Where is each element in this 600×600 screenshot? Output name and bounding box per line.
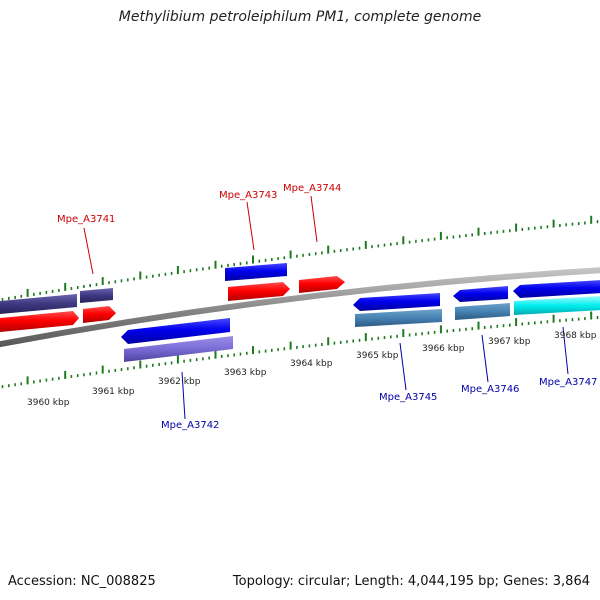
- scale-label: 3960 kbp: [27, 398, 70, 408]
- scale-label: 3968 kbp: [554, 331, 597, 341]
- gene-feature[interactable]: [514, 296, 600, 315]
- reverse-scale-ticks: [1, 311, 599, 389]
- forward-scale-ticks: [1, 215, 599, 301]
- gene-feature[interactable]: [0, 311, 79, 332]
- genome-summary-text: Topology: circular; Length: 4,044,195 bp…: [232, 574, 590, 589]
- gene-label-reverse[interactable]: Mpe_A3746: [461, 384, 519, 395]
- gene-label-forward[interactable]: Mpe_A3743: [219, 190, 277, 201]
- gene-feature[interactable]: [353, 293, 440, 311]
- scale-label: 3962 kbp: [158, 377, 201, 387]
- gene-feature[interactable]: [355, 309, 442, 327]
- gene-label-reverse[interactable]: Mpe_A3742: [161, 420, 219, 431]
- scale-label: 3966 kbp: [422, 344, 465, 354]
- gene-feature[interactable]: [80, 288, 113, 303]
- scale-label: 3961 kbp: [92, 387, 135, 397]
- gene-feature[interactable]: [121, 318, 230, 344]
- gene-label-forward[interactable]: Mpe_A3744: [283, 183, 341, 194]
- gene-feature[interactable]: [299, 276, 345, 293]
- accession-text: Accession: NC_008825: [8, 574, 156, 589]
- scale-label: 3963 kbp: [224, 368, 267, 378]
- gene-feature[interactable]: [453, 286, 508, 302]
- gene-feature[interactable]: [124, 336, 233, 362]
- gene-feature[interactable]: [0, 294, 77, 314]
- scale-label: 3965 kbp: [356, 351, 399, 361]
- gene-label-forward[interactable]: Mpe_A3741: [57, 214, 115, 225]
- scale-label: 3967 kbp: [488, 337, 531, 347]
- scale-label: 3964 kbp: [290, 359, 333, 369]
- gene-feature[interactable]: [225, 263, 287, 281]
- gene-feature[interactable]: [228, 282, 290, 301]
- gene-feature[interactable]: [455, 303, 510, 320]
- gene-label-reverse[interactable]: Mpe_A3745: [379, 392, 437, 403]
- genome-backbone: [0, 267, 600, 348]
- map-title: Methylibium petroleiphilum PM1, complete…: [118, 9, 482, 25]
- gene-feature[interactable]: [513, 280, 600, 298]
- gene-feature[interactable]: [83, 306, 116, 323]
- gene-label-leaders: [83, 195, 569, 420]
- gene-label-reverse[interactable]: Mpe_A3747: [539, 377, 597, 388]
